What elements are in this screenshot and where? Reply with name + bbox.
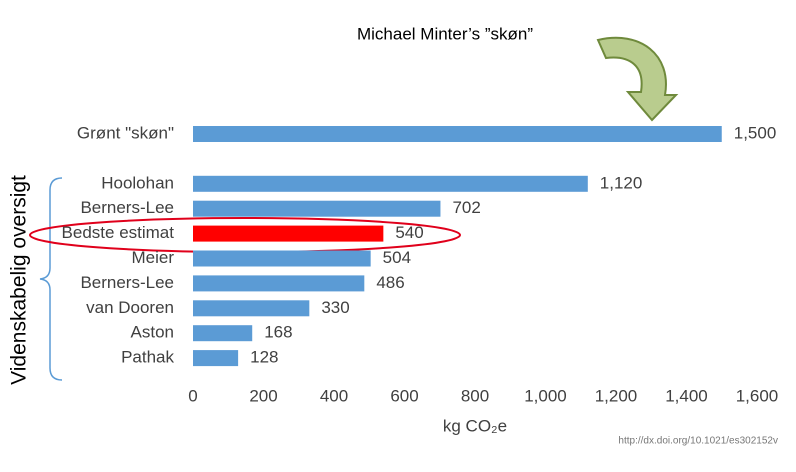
bracket-label: Videnskabelig oversigt: [8, 175, 31, 385]
value-label: 702: [452, 198, 480, 217]
x-tick-label: 1,600: [736, 386, 779, 405]
bar: [193, 126, 722, 142]
bar: [193, 250, 371, 267]
value-label: 128: [250, 348, 278, 367]
x-tick-label: 200: [249, 386, 277, 405]
bar: [193, 300, 310, 317]
y-tick-label: Berners-Lee: [80, 273, 174, 292]
x-axis-label: kg CO₂e: [443, 416, 507, 435]
y-tick-label: Pathak: [121, 348, 174, 367]
annotation: Michael Minter’s ”skøn”: [357, 24, 533, 43]
y-tick-label: Hoolohan: [101, 173, 174, 192]
bracket: [39, 177, 63, 381]
source: http://dx.doi.org/10.1021/es302152v: [618, 436, 778, 447]
value-label: 504: [383, 248, 411, 267]
bar: [193, 200, 441, 217]
x-tick-label: 600: [390, 386, 418, 405]
value-label: 330: [321, 298, 349, 317]
x-tick-label: 0: [188, 386, 197, 405]
value-label: 540: [395, 223, 423, 242]
x-tick-label: 1,400: [665, 386, 708, 405]
x-tick-label: 400: [320, 386, 348, 405]
value-label: 1,500: [734, 123, 777, 142]
y-tick-label: Aston: [131, 323, 174, 342]
x-tick-label: 1,000: [524, 386, 567, 405]
x-tick-label: 1,200: [595, 386, 638, 405]
arrow: [596, 36, 679, 122]
value-label: 1,120: [600, 173, 643, 192]
x-tick-label: 800: [461, 386, 489, 405]
y-tick-label: Bedste estimat: [62, 223, 175, 242]
y-tick-label: Grønt "skøn": [77, 123, 174, 142]
value-label: 168: [264, 323, 292, 342]
y-tick-label: Berners-Lee: [80, 198, 174, 217]
bar: [193, 325, 253, 342]
y-tick-label: van Dooren: [86, 298, 174, 317]
bar: [193, 275, 365, 292]
bar: [193, 225, 384, 242]
bar: [193, 175, 588, 192]
bar: [193, 350, 239, 367]
y-tick-label: Meier: [131, 248, 174, 267]
value-label: 486: [376, 273, 404, 292]
